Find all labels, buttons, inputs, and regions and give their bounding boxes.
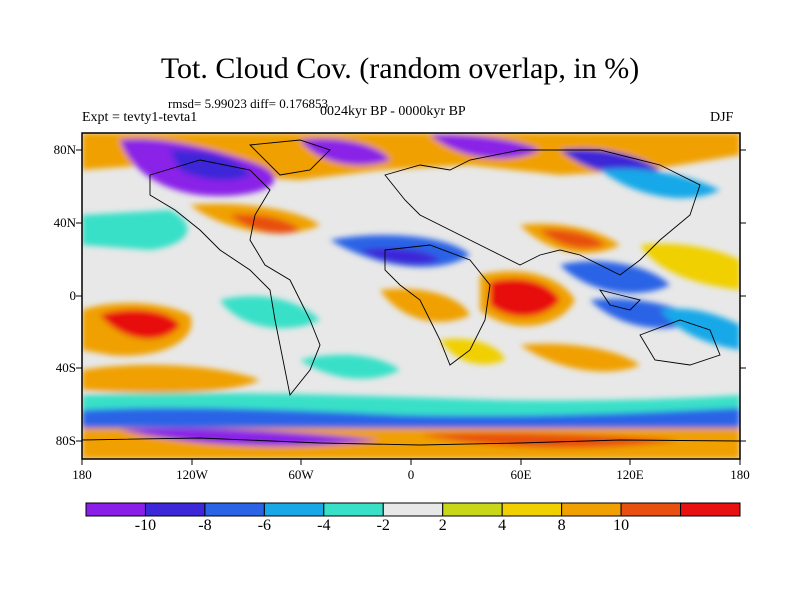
colorbar-label: -6	[257, 517, 272, 534]
colorbar-label: -10	[134, 517, 157, 534]
lon-ticks	[81, 459, 741, 465]
lat-ticks	[76, 149, 746, 442]
colorbar-swatch	[85, 502, 146, 517]
colorbar-label: -2	[376, 517, 390, 534]
colorbar	[85, 502, 741, 517]
colorbar-swatch	[442, 502, 503, 517]
period-label: 0024kyr BP - 0000kyr BP	[320, 104, 466, 119]
lon-label-0: 0	[407, 467, 415, 482]
colorbar-label: 10	[613, 517, 630, 534]
colorbar-swatch	[323, 502, 384, 517]
colorbar-label: -8	[198, 517, 212, 534]
colorbar-label: 8	[557, 517, 566, 534]
colorbar-swatch	[144, 502, 206, 517]
colorbar-swatch	[620, 502, 682, 517]
lon-label-60e: 60E	[510, 467, 532, 482]
lon-label-60w: 60W	[288, 467, 314, 482]
cloud-anomaly-field	[82, 133, 740, 459]
season-label: DJF	[710, 110, 734, 125]
colorbar-label: -4	[317, 517, 331, 534]
colorbar-label: 2	[438, 517, 447, 534]
lat-label-40n: 40N	[53, 215, 76, 230]
colorbar-swatch	[561, 502, 622, 517]
lat-label-80n: 80N	[53, 142, 76, 157]
lon-label-180e: 180	[730, 467, 750, 482]
lon-label-180w: 180	[72, 467, 92, 482]
plot-title: Tot. Cloud Cov. (random overlap, in %)	[160, 52, 640, 85]
colorbar-swatch	[263, 502, 325, 517]
lon-label-120e: 120E	[616, 467, 644, 482]
lon-label-120w: 120W	[176, 467, 208, 482]
colorbar-swatch	[680, 502, 741, 517]
lat-label-80s: 80S	[55, 433, 76, 448]
colorbar-label: 4	[498, 517, 507, 534]
experiment-label: Expt = tevty1-tevta1	[82, 110, 198, 125]
stats-line: rmsd= 5.99023 diff= 0.176853	[168, 96, 328, 111]
colorbar-swatch	[501, 502, 563, 517]
colorbar-swatch	[382, 502, 444, 517]
colorbar-swatch	[204, 502, 265, 517]
lat-label-0: 0	[69, 288, 77, 303]
coastlines	[82, 139, 740, 446]
lat-label-40s: 40S	[55, 360, 76, 375]
